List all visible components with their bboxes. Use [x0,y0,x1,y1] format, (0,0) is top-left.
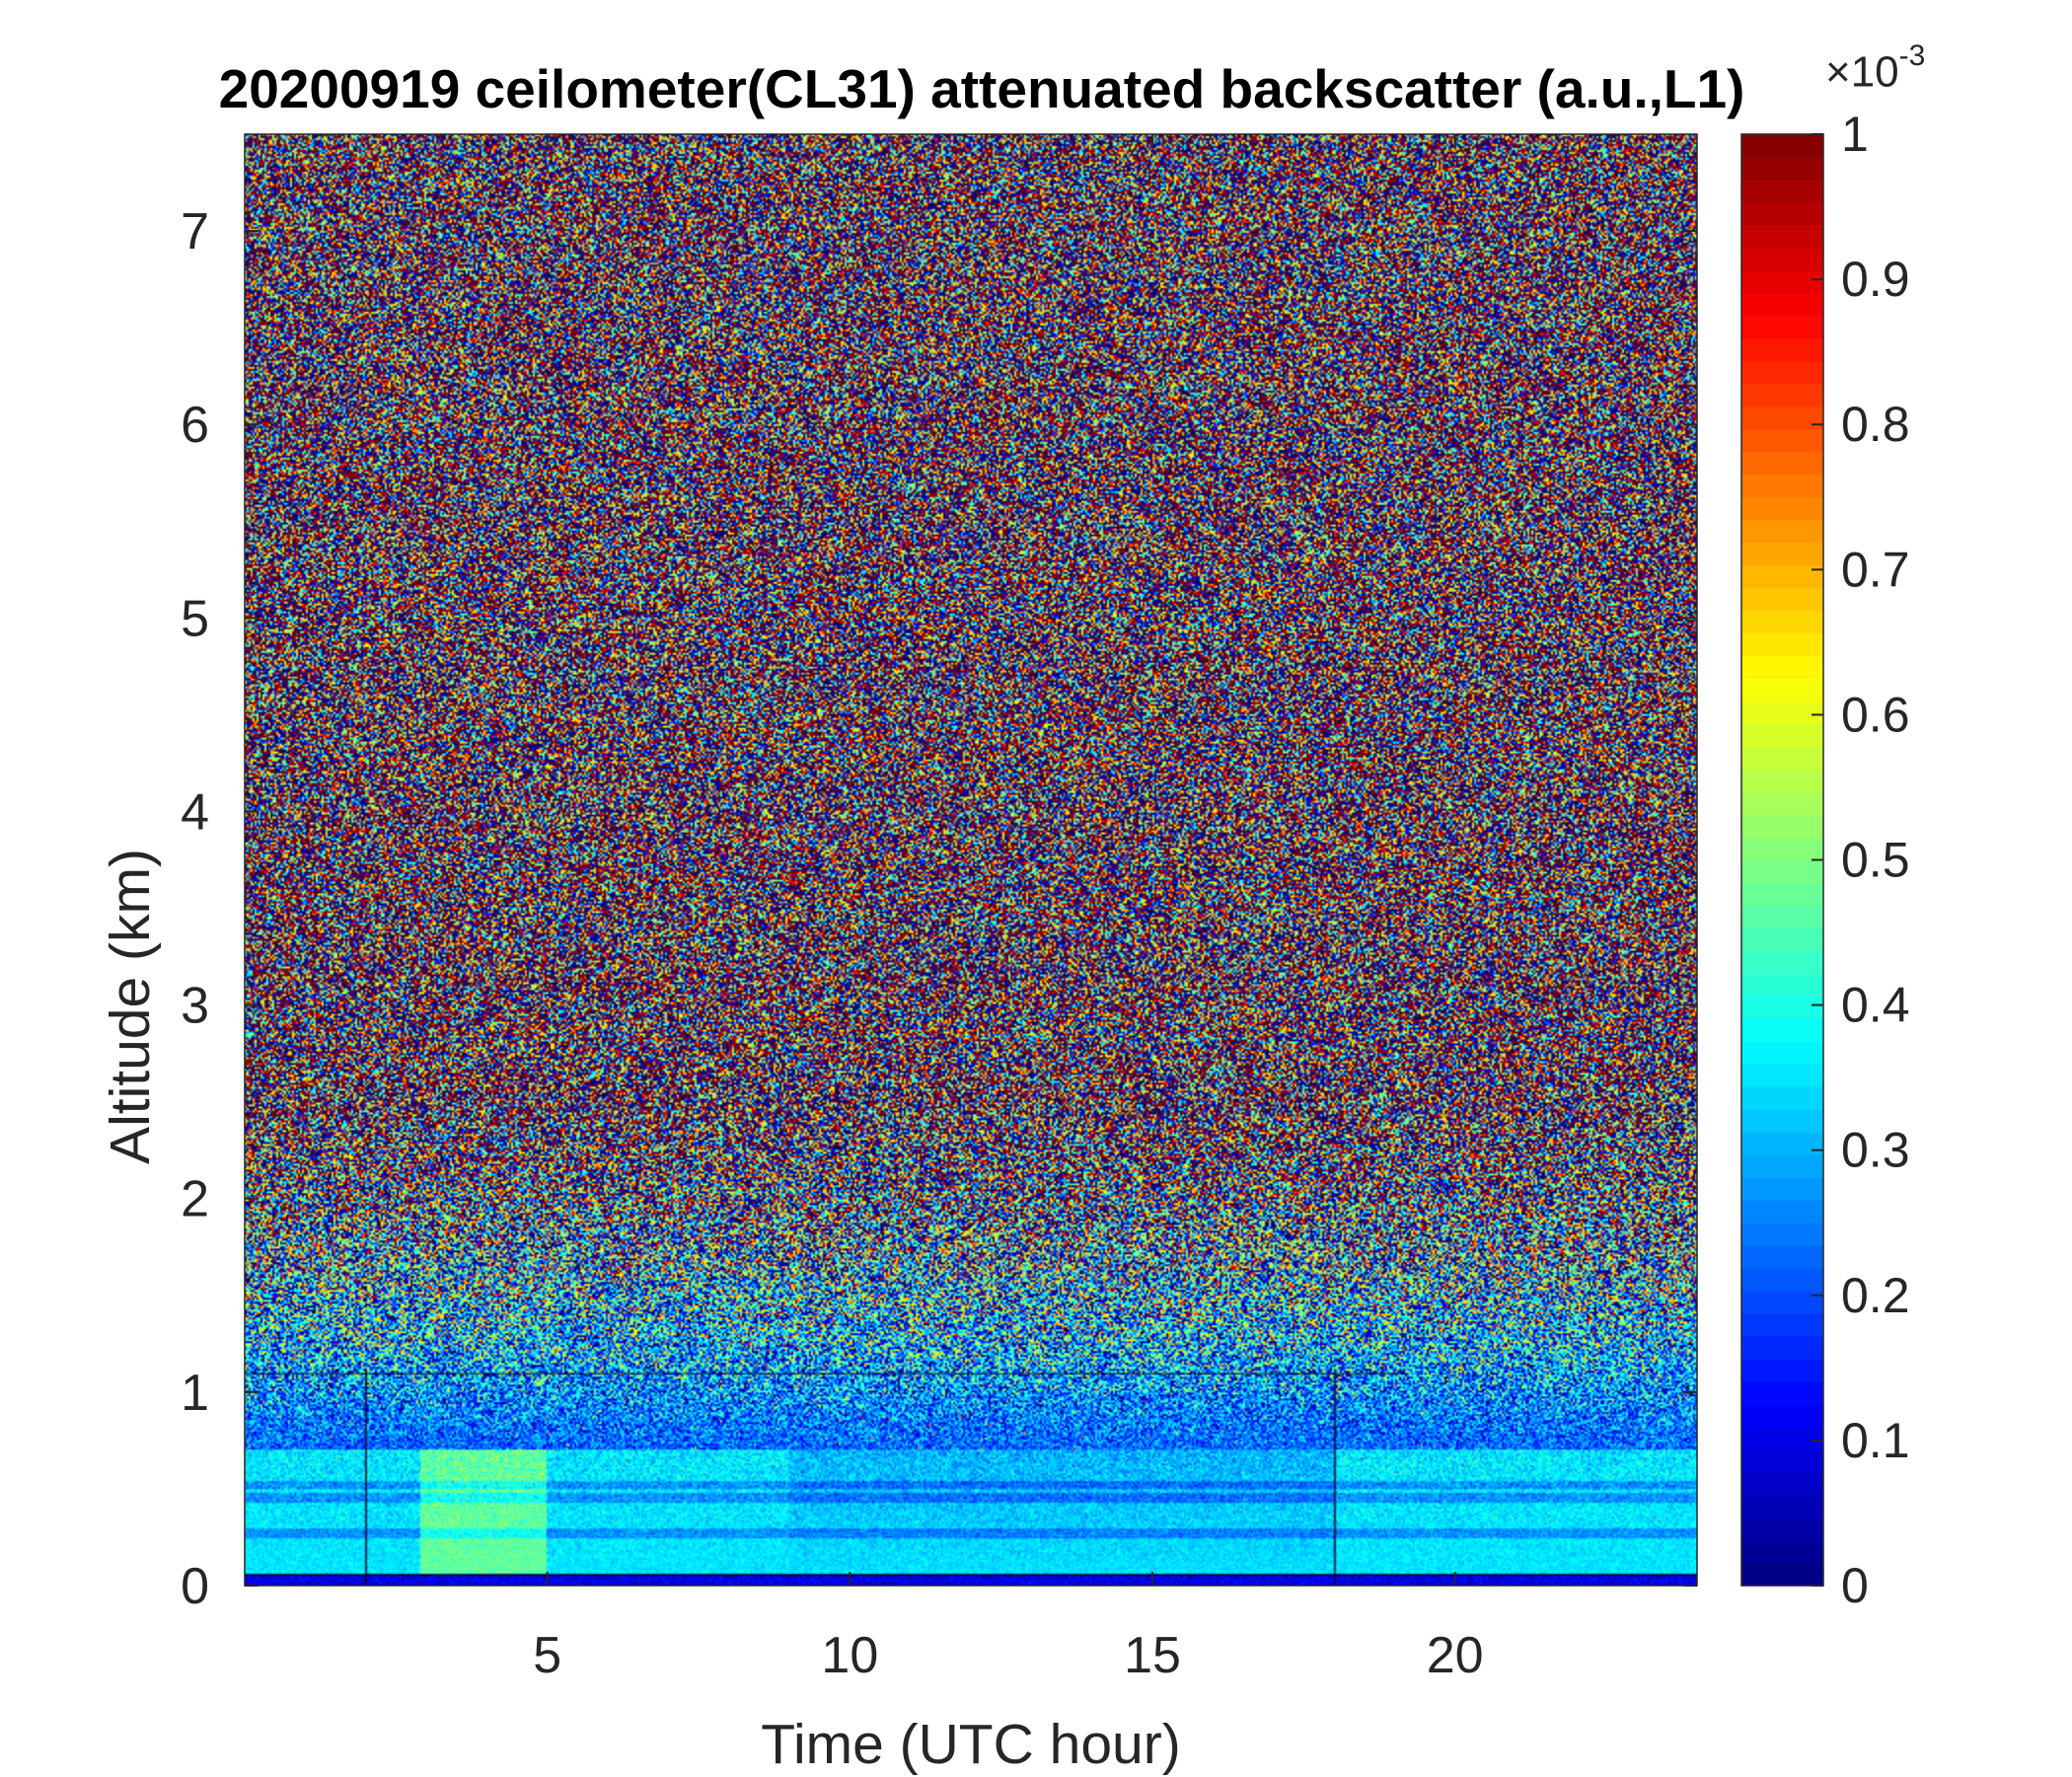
colorbar-segment [1741,1245,1823,1269]
colorbar-segment [1741,973,1823,998]
colorbar-segment [1741,1540,1823,1564]
colorbar-segment [1741,1109,1823,1133]
x-tick-label: 5 [533,1627,561,1684]
colorbar-segment [1741,134,1823,158]
y-tick-label: 4 [181,783,209,841]
colorbar-segment [1741,1018,1823,1042]
colorbar-segment [1741,406,1823,430]
colorbar-segment [1741,269,1823,294]
y-tick-label: 5 [181,590,209,647]
y-tick-label: 1 [181,1365,209,1422]
colorbar-tick-label: 0.6 [1841,687,1910,742]
colorbar-segment [1741,1472,1823,1496]
y-tick-label: 2 [181,1171,209,1228]
colorbar-segment [1741,701,1823,725]
colorbar-segment [1741,315,1823,339]
colorbar-segment [1741,383,1823,407]
colorbar-tick-label: 0.1 [1841,1413,1910,1468]
colorbar-segment [1741,542,1823,566]
colorbar-segment [1741,201,1823,226]
colorbar-segment [1741,1313,1823,1337]
colorbar-segment [1741,1427,1823,1450]
colorbar-segment [1741,360,1823,385]
colorbar-segment [1741,1154,1823,1178]
colorbar-segment [1741,474,1823,498]
colorbar-tick-label: 0.2 [1841,1268,1910,1323]
x-tick-label: 15 [1124,1627,1181,1684]
backscatter-heatmap [245,134,1697,1586]
x-tick-label: 20 [1427,1627,1484,1684]
colorbar-segment [1741,1336,1823,1360]
colorbar-segment [1741,1449,1823,1473]
colorbar-segment [1741,1041,1823,1065]
colorbar-segment [1741,746,1823,771]
colorbar-segment [1741,1291,1823,1314]
colorbar-segment [1741,769,1823,793]
colorbar-tick-label: 0 [1841,1558,1869,1613]
colorbar-segment [1741,179,1823,203]
colorbar-segment [1741,428,1823,453]
colorbar-segment [1741,1064,1823,1087]
colorbar-segment [1741,1132,1823,1155]
colorbar-segment [1741,1359,1823,1382]
colorbar-tick-label: 0.7 [1841,542,1910,597]
y-tick-label: 0 [181,1558,209,1615]
colorbar-segment [1741,1563,1823,1587]
colorbar-segment [1741,859,1823,884]
x-axis-label: Time (UTC hour) [761,1713,1181,1776]
plot-frame [244,133,1698,1587]
chart-title: 20200919 ceilometer(CL31) attenuated bac… [218,58,1745,119]
colorbar-tick-label: 1 [1841,107,1869,162]
colorbar-segment [1741,927,1823,952]
y-tick-label: 3 [181,978,209,1035]
colorbar-segment [1741,451,1823,476]
colorbar-segment [1741,247,1823,271]
colorbar-segment [1741,1177,1823,1201]
colorbar-segment [1741,610,1823,634]
colorbar-segment [1741,837,1823,861]
colorbar-segment [1741,723,1823,748]
colorbar-tick-label: 0.5 [1841,833,1910,888]
colorbar-segment [1741,791,1823,816]
y-tick-label: 7 [181,203,209,260]
colorbar-segment [1741,655,1823,680]
colorbar-segment [1741,337,1823,362]
colorbar-segment [1741,1518,1823,1541]
colorbar-segment [1741,564,1823,589]
colorbar-segment [1741,292,1823,317]
colorbar-segment [1741,1404,1823,1428]
y-tick-label: 6 [181,397,209,454]
colorbar-segment [1741,996,1823,1019]
colorbar-segment [1741,678,1823,703]
colorbar-segment [1741,519,1823,544]
y-axis-label: Altitude (km) [99,849,162,1164]
colorbar-segment [1741,156,1823,181]
colorbar-segment [1741,496,1823,521]
colorbar-tick-label: 0.8 [1841,397,1910,452]
colorbar-segment [1741,1381,1823,1405]
colorbar-segment [1741,950,1823,975]
colorbar-tick-label: 0.9 [1841,252,1910,307]
colorbar-segment [1741,1495,1823,1518]
x-tick-label: 10 [821,1627,878,1684]
colorbar-segment [1741,1200,1823,1223]
colorbar-segment [1741,587,1823,612]
colorbar-segment [1741,905,1823,929]
colorbar-segment [1741,1268,1823,1292]
colorbar-segment [1741,882,1823,907]
colorbar-segment [1741,1086,1823,1110]
colorbar-segment [1741,632,1823,657]
colorbar-segment [1741,224,1823,249]
colorbar-segment [1741,814,1823,839]
colorbar-segment [1741,1222,1823,1246]
colorbar-exponent-label: ×10-3 [1825,39,1926,97]
colorbar-tick-label: 0.3 [1841,1123,1910,1178]
colorbar-tick-label: 0.4 [1841,978,1910,1033]
